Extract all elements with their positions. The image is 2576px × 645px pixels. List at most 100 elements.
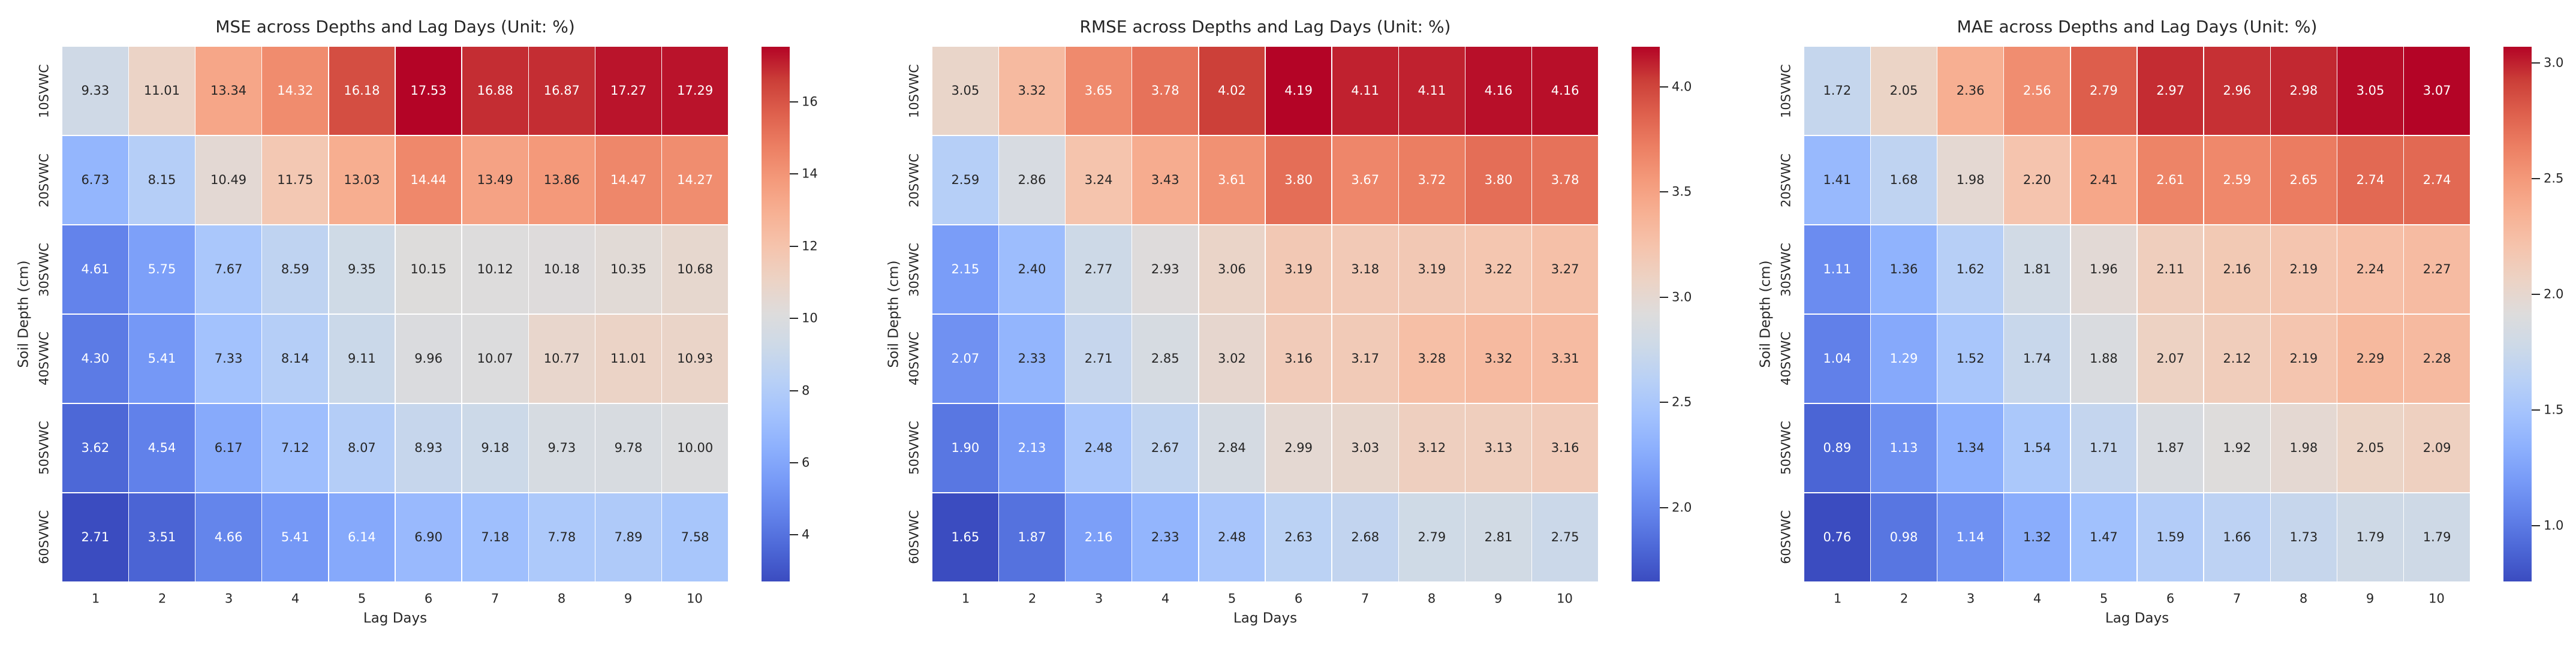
heatmap-cell: 4.11 <box>1332 47 1398 135</box>
heatmap-cell: 2.81 <box>1465 493 1531 581</box>
heatmap-cell: 4.66 <box>195 493 261 581</box>
heatmap-cell: 10.49 <box>195 135 261 225</box>
heatmap-cell: 0.89 <box>1804 403 1870 493</box>
heatmap-cell: 2.05 <box>2337 403 2403 493</box>
heatmap-cell: 2.41 <box>2071 135 2137 225</box>
heatmap-cell: 2.48 <box>1066 403 1131 493</box>
heatmap-cell: 2.74 <box>2404 135 2470 225</box>
colorbar-tick-label: 4 <box>802 527 810 542</box>
heatmap-cell: 14.44 <box>395 135 462 225</box>
heatmap-cell: 5.41 <box>262 493 329 581</box>
x-tick-label: 5 <box>1227 591 1236 606</box>
heatmap-cell: 2.79 <box>2071 47 2137 135</box>
heatmap-cell: 3.06 <box>1199 225 1265 314</box>
heatmap-cell: 9.78 <box>595 403 661 493</box>
colorbar-tick-label: 14 <box>802 166 818 181</box>
heatmap-cell: 11.01 <box>595 314 661 403</box>
heatmap-cell: 2.63 <box>1265 493 1332 581</box>
chart-title: MSE across Depths and Lag Days (Unit: %) <box>215 17 575 37</box>
y-tick-label: 30SVWC <box>907 242 922 297</box>
y-tick-label: 10SVWC <box>37 64 52 119</box>
heatmap-cell: 10.77 <box>529 314 595 403</box>
heatmap-cell: 2.93 <box>1132 225 1199 314</box>
heatmap-cell: 3.67 <box>1332 135 1398 225</box>
heatmap-cell: 17.29 <box>662 47 728 135</box>
heatmap-cell: 9.73 <box>529 403 595 493</box>
y-tick-label: 50SVWC <box>1778 421 1793 475</box>
heatmap-cell: 3.13 <box>1465 403 1531 493</box>
colorbar-tick-mark <box>790 462 798 463</box>
heatmap-cell: 10.68 <box>662 225 728 314</box>
heatmap-cell: 2.33 <box>999 314 1065 403</box>
heatmap-cell: 1.13 <box>1871 403 1937 493</box>
heatmap-cell: 2.75 <box>1532 493 1598 581</box>
heatmap-cell: 2.24 <box>2337 225 2403 314</box>
heatmap-cell: 6.14 <box>329 493 395 581</box>
heatmap-cell: 4.54 <box>129 403 195 493</box>
x-tick-label: 2 <box>1028 591 1037 606</box>
heatmap-cell: 1.96 <box>2071 225 2137 314</box>
heatmap-cell: 10.12 <box>462 225 528 314</box>
y-tick-label: 40SVWC <box>37 331 52 386</box>
colorbar-tick-label: 2.0 <box>2544 287 2564 302</box>
heatmap-cell: 2.36 <box>1937 47 2003 135</box>
heatmap-cell: 14.47 <box>595 135 661 225</box>
heatmap-cell: 2.16 <box>2204 225 2270 314</box>
heatmap-cell: 10.00 <box>662 403 728 493</box>
colorbar-tick-label: 1.0 <box>2544 518 2564 533</box>
x-tick-label: 4 <box>2033 591 2042 606</box>
heatmap-cell: 4.30 <box>62 314 128 403</box>
heatmap-cell: 16.18 <box>329 47 395 135</box>
colorbar-tick-label: 1.5 <box>2544 402 2564 417</box>
heatmap-cell: 6.73 <box>62 135 128 225</box>
heatmap-cell: 8.07 <box>329 403 395 493</box>
colorbar-tick-label: 6 <box>802 455 810 470</box>
heatmap-cell: 2.84 <box>1199 403 1265 493</box>
heatmap-cell: 1.62 <box>1937 225 2003 314</box>
heatmap-cell: 3.03 <box>1332 403 1398 493</box>
heatmap-cell: 2.85 <box>1132 314 1199 403</box>
heatmap-cell: 1.34 <box>1937 403 2003 493</box>
heatmap-cell: 2.71 <box>62 493 128 581</box>
heatmap-cell: 1.88 <box>2071 314 2137 403</box>
heatmap-cell: 3.16 <box>1265 314 1332 403</box>
colorbar-tick-label: 16 <box>802 94 818 109</box>
x-tick-label: 9 <box>624 591 633 606</box>
colorbar-tick-mark <box>2532 294 2540 296</box>
heatmap-cell: 2.12 <box>2204 314 2270 403</box>
colorbar-tick-mark <box>1660 296 1668 298</box>
heatmap-cell: 4.02 <box>1199 47 1265 135</box>
heatmap-cell: 3.18 <box>1332 225 1398 314</box>
heatmap-cell: 4.19 <box>1265 47 1332 135</box>
heatmap-cell: 2.56 <box>2004 47 2071 135</box>
heatmap-cell: 3.05 <box>932 47 998 135</box>
heatmap-cell: 3.16 <box>1532 403 1598 493</box>
panel-mse: MSE across Depths and Lag Days (Unit: %)… <box>0 0 859 645</box>
heatmap-cell: 11.75 <box>262 135 329 225</box>
x-tick-label: 10 <box>687 591 703 606</box>
heatmap-cell: 1.66 <box>2204 493 2270 581</box>
heatmap-cell: 1.98 <box>1937 135 2003 225</box>
heatmap-cell: 1.87 <box>999 493 1065 581</box>
x-tick-label: 10 <box>2428 591 2445 606</box>
heatmap-cell: 7.33 <box>195 314 261 403</box>
colorbar-tick-label: 3.0 <box>1672 290 1692 305</box>
heatmap-cell: 2.09 <box>2404 403 2470 493</box>
heatmap-cell: 7.12 <box>262 403 329 493</box>
heatmap-cell: 1.65 <box>932 493 998 581</box>
y-tick-label: 40SVWC <box>1778 331 1793 386</box>
heatmap-cell: 14.27 <box>662 135 728 225</box>
heatmap-cell: 1.04 <box>1804 314 1870 403</box>
heatmap-cell: 10.93 <box>662 314 728 403</box>
heatmap-cell: 2.33 <box>1132 493 1199 581</box>
heatmap-cell: 2.20 <box>2004 135 2071 225</box>
heatmap-cell: 1.72 <box>1804 47 1870 135</box>
heatmap-cell: 3.27 <box>1532 225 1598 314</box>
heatmap-cell: 9.11 <box>329 314 395 403</box>
colorbar-tick-mark <box>1660 507 1668 509</box>
heatmap-cell: 6.90 <box>395 493 462 581</box>
y-tick-label: 10SVWC <box>1778 64 1793 119</box>
heatmap-cell: 1.73 <box>2271 493 2337 581</box>
chart-title: RMSE across Depths and Lag Days (Unit: %… <box>1079 17 1451 37</box>
heatmap-cell: 2.99 <box>1265 403 1332 493</box>
